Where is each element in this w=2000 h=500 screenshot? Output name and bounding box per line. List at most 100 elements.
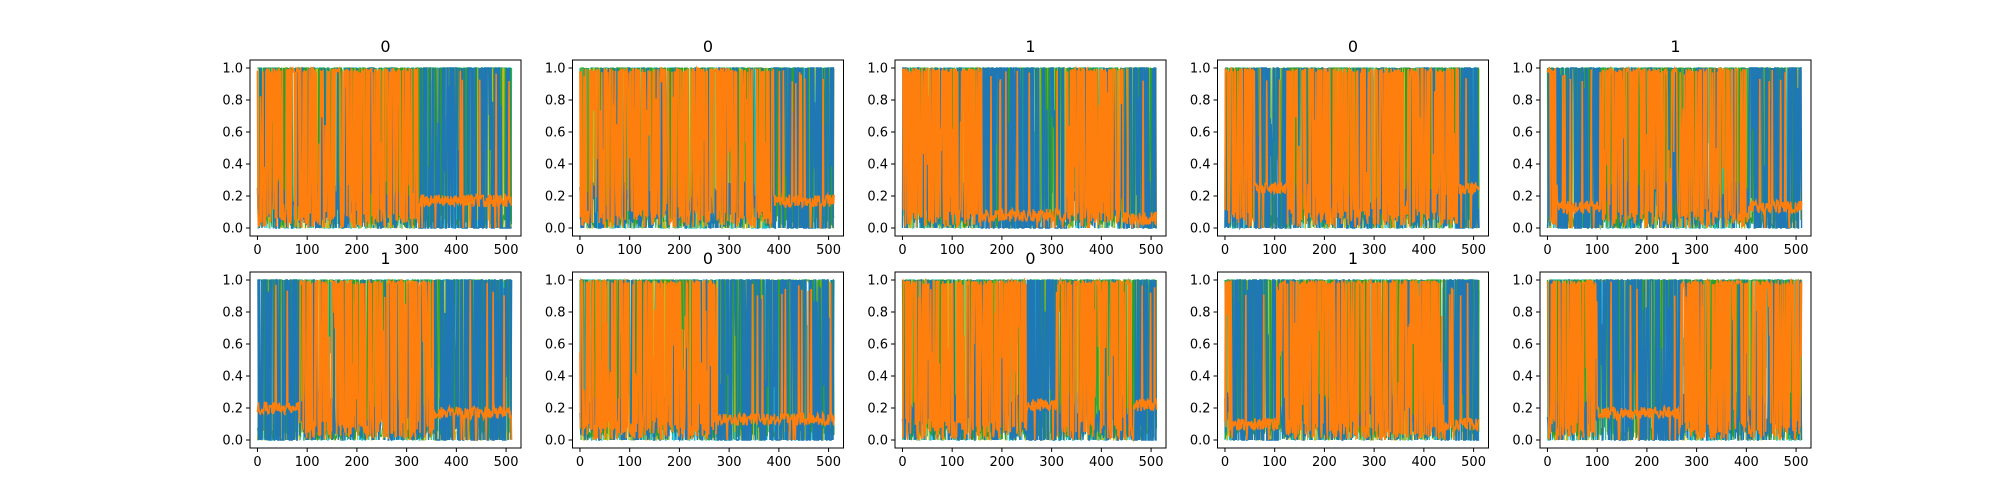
subplot-4: 0 100 200 300 400 500 0.0 0.2 0.4 0.6 0.8 1.0 0 bbox=[1190, 37, 1489, 258]
y-tick-label: 0.6 bbox=[1190, 338, 1211, 353]
subplot-title: 1 bbox=[380, 249, 390, 268]
x-tick-label: 300 bbox=[394, 455, 419, 470]
y-tick-label: 0.2 bbox=[1190, 190, 1211, 205]
series-group bbox=[901, 65, 1158, 230]
x-tick-label: 300 bbox=[1362, 455, 1387, 470]
x-tick-label: 0 bbox=[898, 455, 906, 470]
y-tick-label: 0.0 bbox=[222, 222, 243, 237]
subplot-2: 0 100 200 300 400 500 0.0 0.2 0.4 0.6 0.8 1.0 0 bbox=[545, 37, 844, 258]
series-group bbox=[256, 278, 513, 442]
series-orange bbox=[1224, 66, 1480, 229]
y-tick-label: 0.4 bbox=[867, 370, 888, 385]
axes-frame bbox=[1539, 271, 1812, 449]
x-tick-label: 500 bbox=[816, 455, 841, 470]
y-tick-label: 0.6 bbox=[1512, 126, 1533, 141]
x-tick-label: 300 bbox=[394, 243, 419, 258]
x-tick-label: 200 bbox=[989, 455, 1014, 470]
subplot-6: 0 100 200 300 400 500 0.0 0.2 0.4 0.6 0.8 1.0 1 bbox=[222, 249, 522, 470]
x-tick-label: 300 bbox=[1684, 455, 1709, 470]
x-tick-label: 400 bbox=[1411, 455, 1436, 470]
axes-frame bbox=[1217, 271, 1489, 449]
y-tick-label: 0.8 bbox=[1190, 94, 1211, 109]
x-tick-label: 400 bbox=[766, 243, 791, 258]
series-group bbox=[1224, 66, 1480, 231]
x-tick-label: 200 bbox=[1312, 243, 1337, 258]
subplot-title: 0 bbox=[380, 37, 390, 56]
axes-frame bbox=[1539, 59, 1812, 237]
y-tick-label: 0.6 bbox=[1512, 338, 1533, 353]
y-tick-label: 1.0 bbox=[1190, 274, 1211, 289]
x-tick-label: 100 bbox=[295, 243, 320, 258]
x-tick-label: 100 bbox=[617, 455, 642, 470]
series-group bbox=[579, 277, 835, 442]
y-tick-label: 0.8 bbox=[222, 94, 243, 109]
x-tick-label: 100 bbox=[1585, 243, 1610, 258]
x-tick-label: 0 bbox=[1221, 455, 1229, 470]
x-tick-label: 500 bbox=[1784, 243, 1809, 258]
y-tick-label: 0.4 bbox=[1512, 158, 1533, 173]
y-tick-label: 0.8 bbox=[1512, 94, 1533, 109]
x-tick-label: 100 bbox=[1585, 455, 1610, 470]
y-tick-label: 0.2 bbox=[222, 402, 243, 417]
y-tick-label: 0.0 bbox=[1512, 222, 1533, 237]
y-tick-label: 0.4 bbox=[1512, 370, 1533, 385]
subplot-10: 0 100 200 300 400 500 0.0 0.2 0.4 0.6 0.8 1.0 1 bbox=[1512, 249, 1812, 470]
y-tick-label: 1.0 bbox=[545, 62, 566, 77]
y-tick-label: 0.4 bbox=[545, 370, 566, 385]
x-tick-label: 500 bbox=[1784, 455, 1809, 470]
series-orange bbox=[579, 65, 835, 229]
y-tick-label: 0.2 bbox=[1512, 402, 1533, 417]
subplot-title: 0 bbox=[1348, 37, 1358, 56]
y-tick-label: 0.8 bbox=[222, 306, 243, 321]
subplot-title: 1 bbox=[1025, 37, 1035, 56]
y-tick-label: 0.0 bbox=[867, 222, 888, 237]
x-tick-label: 200 bbox=[667, 455, 692, 470]
subplot-9: 0 100 200 300 400 500 0.0 0.2 0.4 0.6 0.8 1.0 1 bbox=[1190, 249, 1489, 470]
axes-frame bbox=[894, 271, 1167, 449]
x-tick-label: 100 bbox=[617, 243, 642, 258]
y-tick-label: 0.0 bbox=[1512, 434, 1533, 449]
y-tick-label: 0.6 bbox=[222, 126, 243, 141]
x-tick-label: 300 bbox=[1039, 243, 1064, 258]
x-tick-label: 500 bbox=[1139, 455, 1164, 470]
y-tick-label: 0.2 bbox=[867, 402, 888, 417]
y-tick-label: 0.8 bbox=[867, 94, 888, 109]
x-tick-label: 100 bbox=[295, 455, 320, 470]
x-tick-label: 400 bbox=[1734, 455, 1759, 470]
series-orange bbox=[1224, 277, 1480, 441]
axes-frame bbox=[572, 271, 844, 449]
series-group bbox=[579, 65, 835, 229]
subplot-3: 0 100 200 300 400 500 0.0 0.2 0.4 0.6 0.8 1.0 1 bbox=[867, 37, 1167, 258]
x-tick-label: 200 bbox=[1634, 455, 1659, 470]
y-tick-label: 0.6 bbox=[545, 126, 566, 141]
subplot-1: 0 100 200 300 400 500 0.0 0.2 0.4 0.6 0.8 1.0 0 bbox=[222, 37, 522, 258]
y-tick-label: 0.6 bbox=[1190, 126, 1211, 141]
y-tick-label: 0.0 bbox=[867, 434, 888, 449]
series-orange bbox=[901, 65, 1158, 229]
axes-frame bbox=[572, 59, 844, 237]
y-tick-label: 0.8 bbox=[867, 306, 888, 321]
x-tick-label: 0 bbox=[253, 243, 261, 258]
x-tick-label: 400 bbox=[1089, 243, 1114, 258]
x-tick-label: 100 bbox=[1262, 455, 1287, 470]
subplot-title: 0 bbox=[703, 37, 713, 56]
x-tick-label: 200 bbox=[1312, 455, 1337, 470]
y-tick-label: 0.4 bbox=[867, 158, 888, 173]
x-tick-label: 200 bbox=[344, 455, 369, 470]
y-tick-label: 0.6 bbox=[867, 126, 888, 141]
axes-frame bbox=[249, 271, 522, 449]
y-tick-label: 0.4 bbox=[222, 370, 243, 385]
x-tick-label: 200 bbox=[667, 243, 692, 258]
subplot-title: 1 bbox=[1670, 37, 1680, 56]
y-tick-label: 0.8 bbox=[1190, 306, 1211, 321]
y-tick-label: 1.0 bbox=[1512, 62, 1533, 77]
x-tick-label: 0 bbox=[576, 455, 584, 470]
subplot-7: 0 100 200 300 400 500 0.0 0.2 0.4 0.6 0.8 1.0 0 bbox=[545, 249, 844, 470]
x-tick-label: 200 bbox=[1634, 243, 1659, 258]
y-tick-label: 1.0 bbox=[1512, 274, 1533, 289]
x-tick-label: 400 bbox=[444, 243, 469, 258]
y-tick-label: 0.0 bbox=[1190, 434, 1211, 449]
series-orange bbox=[256, 65, 513, 229]
x-tick-label: 500 bbox=[494, 455, 519, 470]
